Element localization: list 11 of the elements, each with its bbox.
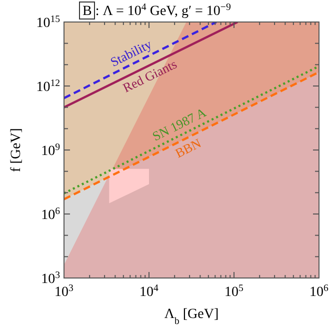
x-axis-title: Λ$_{b}$ [GeV] — [164, 307, 219, 326]
y-tick-label: 10$^{6}$ — [41, 206, 60, 223]
y-tick-label: 10$^{9}$ — [41, 142, 60, 159]
chart-title: B : Λ = 10$^{4}$ GeV, g′ = 10$^{−9}$ — [82, 2, 231, 19]
y-tick-label: 10$^{15}$ — [36, 14, 60, 31]
x-tick-label: 10$^{6}$ — [310, 282, 329, 300]
text: BBN — [172, 135, 204, 161]
y-tick-label: 10$^{12}$ — [36, 78, 60, 95]
x-tick-label: 10$^{5}$ — [224, 282, 244, 300]
x-tick-label: 10$^{4}$ — [140, 282, 159, 300]
y-axis-title: f [GeV] — [9, 128, 24, 172]
